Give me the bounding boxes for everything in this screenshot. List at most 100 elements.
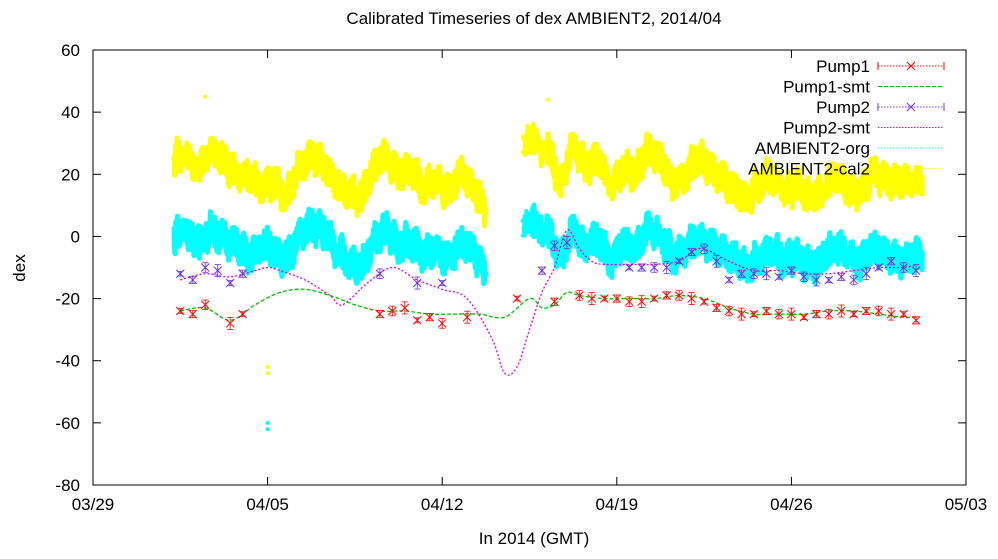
data-point (861, 269, 871, 279)
data-point (200, 263, 210, 272)
band-segment (197, 145, 214, 178)
outlier-point (265, 371, 270, 376)
data-point (225, 278, 235, 288)
band-segment (384, 222, 401, 255)
x-tick-label: 04/05 (246, 495, 289, 514)
band-segment (683, 225, 700, 260)
legend-item: AMBIENT2-org (755, 139, 944, 158)
band-segment (758, 236, 775, 269)
y-tick-label: 0 (71, 227, 80, 246)
data-point (175, 269, 185, 279)
band-segment (172, 215, 183, 252)
data-point (699, 297, 709, 307)
data-point (724, 275, 734, 285)
band-segment (583, 222, 601, 264)
data-point (874, 263, 884, 272)
data-point (737, 269, 746, 279)
band-segment (234, 157, 251, 190)
band-segment (558, 133, 576, 189)
band-segment (434, 169, 451, 207)
data-point (899, 309, 908, 319)
data-point (188, 275, 198, 285)
legend-marker (906, 102, 916, 112)
band-segment (371, 145, 388, 183)
band-segment (259, 228, 276, 262)
data-point (375, 269, 385, 279)
outlier-point (265, 427, 270, 432)
data-point (483, 209, 489, 215)
band-segment (178, 144, 201, 176)
band-segment (321, 154, 339, 192)
band-segment (521, 123, 550, 166)
data-point (674, 291, 684, 300)
data-point (886, 309, 896, 319)
y-tick-label: 20 (61, 165, 80, 184)
data-point (811, 275, 821, 285)
data-point (437, 319, 447, 328)
data-point (836, 272, 846, 282)
data-point (587, 294, 597, 303)
data-point (649, 294, 659, 303)
band-segment (521, 209, 551, 242)
band-segment (770, 164, 788, 208)
data-point (612, 294, 622, 303)
data-point (649, 263, 659, 272)
data-point (624, 263, 634, 272)
band-segment (757, 234, 776, 276)
band-segment (446, 163, 463, 204)
series-ambient2-cal2 (171, 122, 925, 229)
data-point (575, 291, 584, 300)
y-tick-label: -80 (55, 476, 80, 495)
data-point (387, 306, 397, 316)
band-segment (172, 139, 183, 173)
legend-item: Pump2 (816, 98, 945, 117)
band-segment (271, 236, 289, 274)
data-point (200, 300, 210, 310)
data-point (400, 303, 410, 313)
data-point (437, 278, 447, 288)
legend-label: AMBIENT2-org (755, 139, 870, 158)
legend-label: Pump1 (816, 57, 870, 76)
data-point (911, 315, 921, 325)
legend-item: Pump1-smt (783, 78, 944, 97)
band-segment (870, 235, 887, 266)
band-segment (633, 222, 650, 260)
data-point (824, 275, 834, 285)
data-point (762, 269, 771, 279)
band-segment (908, 239, 925, 270)
data-point (624, 297, 634, 307)
data-point (811, 309, 821, 319)
data-point (483, 271, 489, 277)
legend-marker (906, 61, 916, 71)
band-segment (783, 240, 800, 272)
band-segment (359, 230, 376, 276)
cal2-outlier-points (203, 94, 551, 432)
data-point (537, 266, 547, 275)
y-tick-label: -40 (55, 352, 80, 371)
outlier-point (203, 94, 208, 99)
outlier-point (546, 97, 551, 102)
band-segment (471, 243, 488, 283)
band-segment (446, 234, 463, 271)
band-segment (596, 149, 613, 198)
data-point (861, 306, 871, 316)
data-point (687, 294, 696, 303)
band-segment (296, 145, 313, 182)
band-segment (396, 154, 413, 189)
band-segment (384, 148, 401, 182)
band-segment (795, 174, 812, 213)
series-pump2-smt-line (180, 229, 917, 376)
band-segment (309, 143, 326, 172)
data-point (724, 306, 734, 316)
y-tick-label: 60 (61, 41, 80, 60)
series-layer (171, 122, 925, 376)
data-point (550, 297, 559, 307)
data-point (824, 309, 834, 319)
outlier-point (265, 364, 270, 369)
data-point (787, 309, 796, 319)
band-segment (246, 164, 264, 198)
legend-item: Pump1 (816, 57, 945, 76)
band-segment (758, 159, 775, 196)
